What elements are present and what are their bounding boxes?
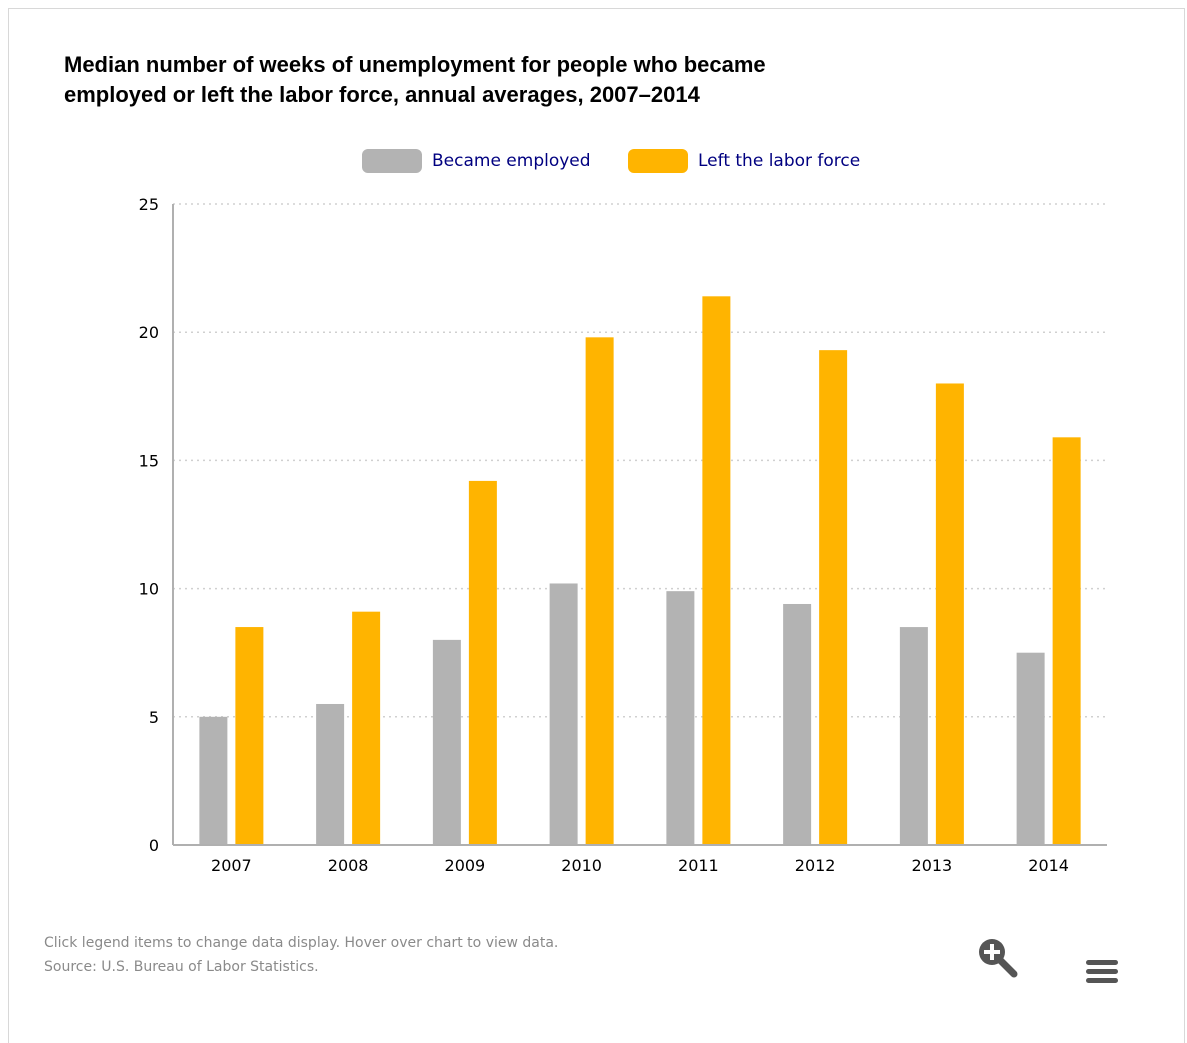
y-tick-label: 20: [139, 323, 159, 342]
x-tick-label: 2009: [445, 856, 486, 875]
chart-title-line-2: employed or left the labor force, annual…: [64, 82, 700, 107]
legend-item-left-labor-force[interactable]: Left the labor force: [628, 146, 860, 176]
x-tick-label: 2007: [211, 856, 252, 875]
hamburger-menu-icon[interactable]: [1080, 954, 1124, 994]
bar-left-labor-force-2010[interactable]: [585, 337, 614, 845]
x-tick-label: 2012: [795, 856, 836, 875]
chart-legend: Became employed Left the labor force: [0, 146, 1187, 176]
x-tick-label: 2008: [328, 856, 369, 875]
legend-label-left-labor-force: Left the labor force: [698, 151, 861, 171]
x-tick-label: 2013: [912, 856, 953, 875]
y-tick-label: 15: [139, 451, 159, 470]
bar-became-employed-2008[interactable]: [316, 703, 345, 845]
bar-left-labor-force-2008[interactable]: [352, 611, 381, 845]
x-tick-label: 2011: [678, 856, 719, 875]
bar-became-employed-2013[interactable]: [899, 627, 928, 845]
zoom-icon[interactable]: [976, 936, 1020, 980]
bar-became-employed-2007[interactable]: [199, 716, 228, 845]
y-tick-label: 25: [139, 195, 159, 214]
bar-became-employed-2012[interactable]: [783, 603, 812, 845]
legend-swatch-became-employed: [362, 149, 422, 173]
grid-lines: [173, 203, 1107, 718]
bar-became-employed-2010[interactable]: [549, 583, 578, 845]
y-tick-label: 0: [149, 836, 159, 855]
footnote-instructions: Click legend items to change data displa…: [44, 935, 559, 951]
legend-item-became-employed[interactable]: Became employed: [362, 146, 591, 176]
bar-chart-plot[interactable]: 0 5 10 15 20 25 2007 2008 2009 2010 2011 2012 2013 20…: [0, 0, 1187, 900]
bar-became-employed-2014[interactable]: [1016, 652, 1045, 845]
bar-became-employed-2011[interactable]: [666, 591, 695, 845]
bar-left-labor-force-2011[interactable]: [702, 296, 731, 846]
footnote-source: Source: U.S. Bureau of Labor Statistics.: [44, 959, 319, 975]
zoom-icon-graphic: [979, 939, 1018, 978]
tick-labels: 0 5 10 15 20 25 2007 2008 2009 2010 2011 2012 2013 20…: [139, 195, 1069, 875]
bar-left-labor-force-2007[interactable]: [235, 627, 264, 845]
x-tick-label: 2014: [1028, 856, 1069, 875]
chart-title: Median number of weeks of unemployment f…: [64, 50, 1024, 110]
bars: [199, 296, 1081, 846]
y-tick-label: 10: [139, 580, 159, 599]
chart-frame: [8, 8, 1185, 1043]
bar-left-labor-force-2014[interactable]: [1052, 437, 1081, 845]
chart-footnote: Click legend items to change data displa…: [44, 931, 558, 979]
bar-left-labor-force-2009[interactable]: [468, 480, 497, 845]
legend-swatch-left-labor-force: [628, 149, 688, 173]
y-tick-label: 5: [149, 708, 159, 727]
bar-left-labor-force-2012[interactable]: [819, 350, 848, 845]
hamburger-menu-icon-graphic: [1086, 960, 1118, 983]
axes: [172, 204, 1107, 846]
bar-left-labor-force-2013[interactable]: [935, 383, 964, 845]
legend-label-became-employed: Became employed: [432, 151, 591, 171]
x-tick-label: 2010: [561, 856, 602, 875]
chart-title-line-1: Median number of weeks of unemployment f…: [64, 52, 766, 77]
bar-became-employed-2009[interactable]: [432, 639, 461, 845]
